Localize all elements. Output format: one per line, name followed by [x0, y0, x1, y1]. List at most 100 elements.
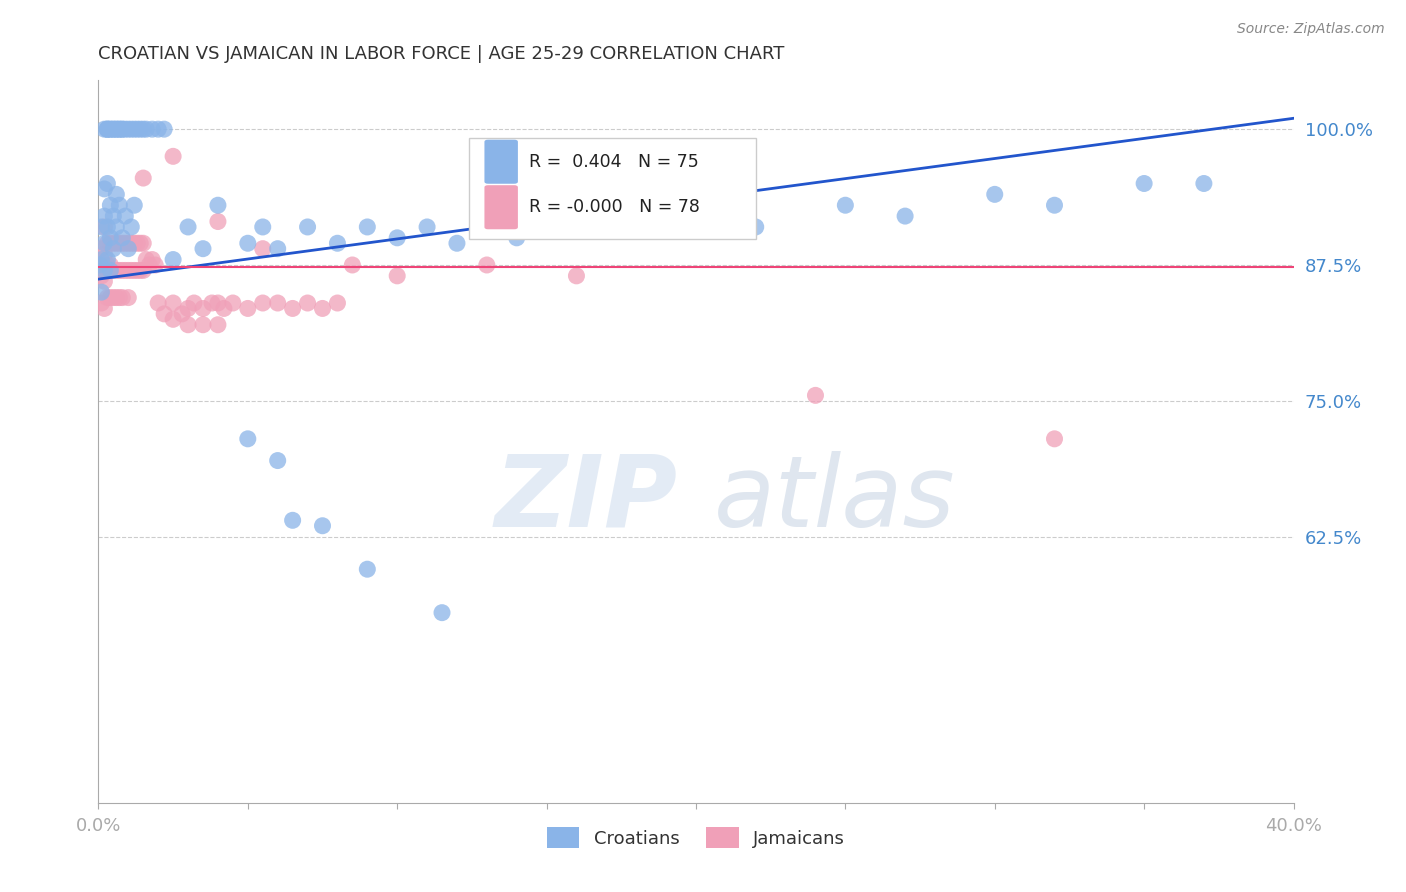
- Point: [93, 263, 115, 277]
- Point: [446, 236, 468, 251]
- Point: [127, 236, 149, 251]
- Point: [111, 231, 134, 245]
- Point: [132, 236, 155, 251]
- Point: [191, 318, 214, 332]
- Point: [297, 296, 319, 310]
- Point: [93, 219, 115, 234]
- Y-axis label: In Labor Force | Age 25-29: In Labor Force | Age 25-29: [0, 332, 8, 551]
- Point: [162, 252, 184, 267]
- Point: [984, 187, 1007, 202]
- Point: [416, 219, 439, 234]
- Point: [93, 247, 115, 261]
- Point: [177, 318, 200, 332]
- Point: [105, 263, 128, 277]
- Point: [626, 219, 648, 234]
- Point: [103, 122, 125, 136]
- Point: [98, 122, 122, 136]
- Point: [117, 236, 139, 251]
- Point: [103, 291, 125, 305]
- Point: [342, 258, 364, 272]
- Point: [108, 236, 131, 251]
- Point: [236, 236, 259, 251]
- Point: [108, 122, 131, 136]
- Point: [565, 209, 588, 223]
- Point: [132, 122, 155, 136]
- Point: [1043, 198, 1066, 212]
- Point: [356, 562, 378, 576]
- Point: [120, 236, 142, 251]
- Point: [98, 258, 122, 272]
- Point: [153, 307, 176, 321]
- Point: [93, 258, 115, 272]
- Point: [117, 242, 139, 256]
- Point: [267, 453, 290, 467]
- Point: [96, 263, 118, 277]
- Point: [207, 296, 229, 310]
- Point: [236, 432, 259, 446]
- Point: [111, 122, 134, 136]
- Point: [834, 198, 856, 212]
- Point: [162, 312, 184, 326]
- Point: [745, 219, 768, 234]
- Point: [103, 122, 125, 136]
- Point: [430, 606, 453, 620]
- Text: Source: ZipAtlas.com: Source: ZipAtlas.com: [1237, 22, 1385, 37]
- Point: [111, 236, 134, 251]
- Point: [177, 219, 200, 234]
- Point: [93, 122, 115, 136]
- Point: [565, 268, 588, 283]
- Point: [111, 291, 134, 305]
- Point: [127, 263, 149, 277]
- Point: [93, 236, 115, 251]
- Point: [98, 291, 122, 305]
- Point: [183, 296, 205, 310]
- FancyBboxPatch shape: [470, 138, 756, 239]
- Point: [93, 182, 115, 196]
- Point: [385, 268, 409, 283]
- Point: [475, 258, 498, 272]
- Point: [98, 231, 122, 245]
- Point: [212, 301, 235, 316]
- Point: [252, 296, 274, 310]
- Point: [96, 258, 118, 272]
- Point: [114, 263, 136, 277]
- Point: [90, 285, 112, 300]
- Point: [148, 296, 170, 310]
- Point: [222, 296, 245, 310]
- Point: [191, 301, 214, 316]
- Point: [127, 122, 149, 136]
- Point: [114, 209, 136, 223]
- Point: [96, 252, 118, 267]
- Point: [117, 122, 139, 136]
- Point: [93, 301, 115, 316]
- Point: [385, 231, 409, 245]
- Point: [141, 252, 163, 267]
- Point: [98, 263, 122, 277]
- Point: [311, 301, 333, 316]
- Point: [98, 198, 122, 212]
- Legend: Croatians, Jamaicans: Croatians, Jamaicans: [540, 820, 852, 855]
- Text: atlas: atlas: [714, 450, 956, 548]
- Point: [1043, 432, 1066, 446]
- Point: [103, 242, 125, 256]
- Point: [103, 263, 125, 277]
- Point: [129, 236, 152, 251]
- Point: [1192, 177, 1215, 191]
- Point: [96, 291, 118, 305]
- Point: [162, 149, 184, 163]
- Point: [281, 301, 304, 316]
- Point: [120, 263, 142, 277]
- Point: [108, 291, 131, 305]
- Point: [90, 296, 112, 310]
- Point: [90, 219, 112, 234]
- Point: [96, 122, 118, 136]
- Point: [114, 122, 136, 136]
- Point: [105, 122, 128, 136]
- Point: [117, 291, 139, 305]
- Point: [326, 296, 349, 310]
- Point: [143, 258, 166, 272]
- FancyBboxPatch shape: [485, 140, 517, 184]
- Point: [93, 274, 115, 288]
- Point: [105, 219, 128, 234]
- Point: [267, 296, 290, 310]
